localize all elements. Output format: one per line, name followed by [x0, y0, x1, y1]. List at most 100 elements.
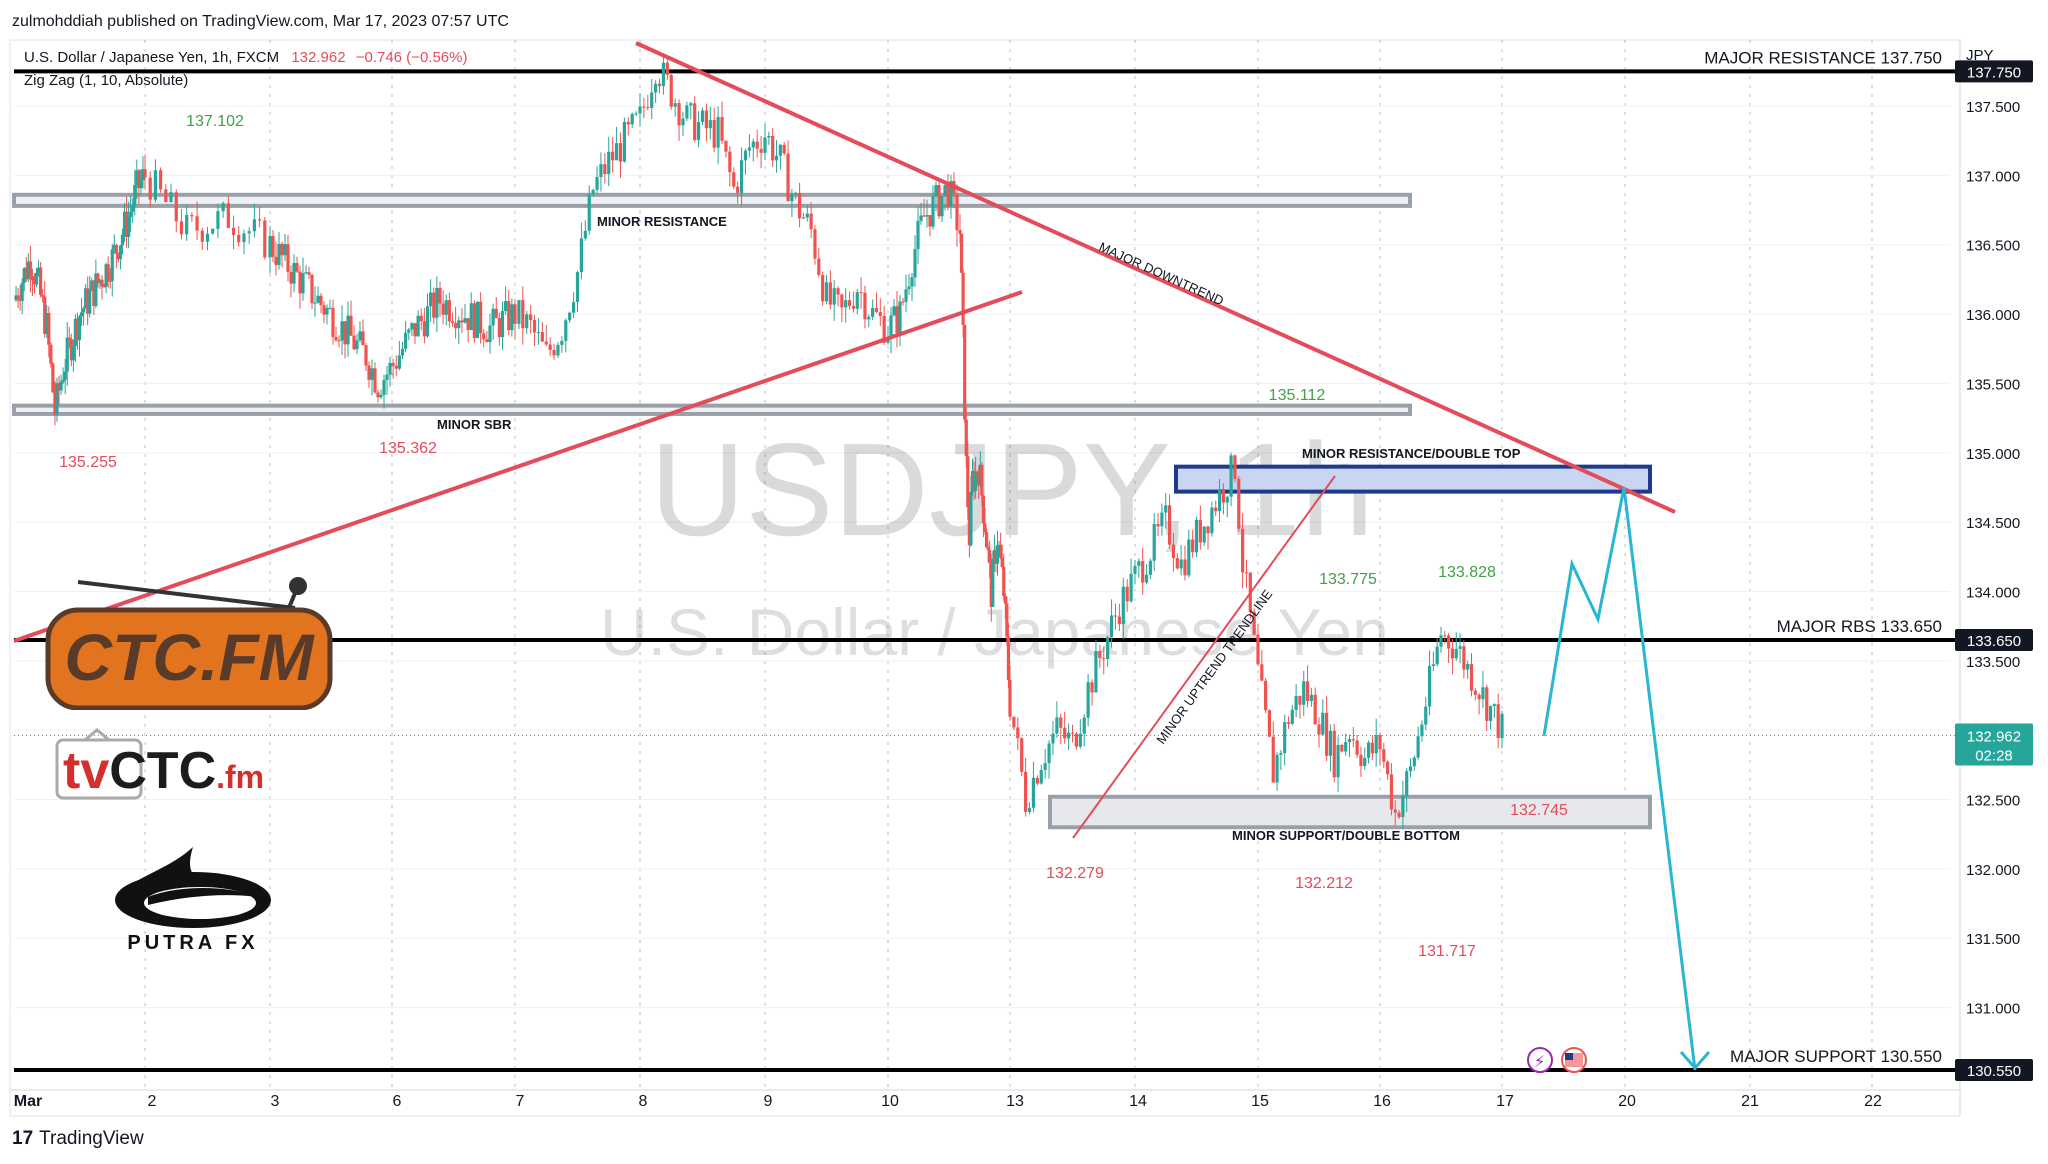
- time-tick: 3: [271, 1093, 280, 1110]
- candle-body: [26, 261, 30, 280]
- candle-body: [720, 117, 724, 141]
- candle-body: [65, 337, 69, 372]
- zone-1[interactable]: [12, 403, 1412, 416]
- candle-body: [901, 301, 905, 303]
- candle-body: [1351, 739, 1355, 741]
- time-tick: 21: [1741, 1093, 1759, 1110]
- candle-body: [817, 258, 821, 275]
- candle-body: [1094, 650, 1098, 693]
- candle-body: [364, 345, 368, 366]
- candle-body: [69, 339, 73, 361]
- projection-path[interactable]: [1542, 487, 1697, 1071]
- zone-0[interactable]: [12, 192, 1412, 208]
- time-tick: Mar: [14, 1093, 42, 1110]
- candle-body: [1202, 526, 1206, 543]
- candle-body: [910, 277, 914, 287]
- candle-body: [376, 392, 380, 398]
- time-tick: 16: [1373, 1093, 1391, 1110]
- candle-body: [367, 365, 371, 380]
- putra-fx-logo: PUTRA FX: [115, 847, 271, 954]
- candle-body: [373, 368, 377, 393]
- candle-body: [790, 193, 794, 202]
- candle-body: [81, 308, 86, 313]
- candle-body: [283, 244, 287, 256]
- candle-body: [185, 215, 189, 235]
- candle-body: [805, 213, 809, 218]
- candle-body: [1447, 635, 1451, 649]
- candle-body: [1328, 730, 1333, 756]
- price-tick: 137.500: [1966, 99, 2020, 116]
- candle-body: [400, 348, 405, 356]
- candle-body: [564, 320, 568, 341]
- zone-2[interactable]: [1174, 464, 1652, 494]
- time-axis: Mar 2 3 6 7 8 9 10 13 14 15 16 17 20 21 22: [14, 1093, 1882, 1110]
- tvctc-logo: tvCTC.fm: [55, 728, 264, 800]
- candle-body: [164, 189, 168, 203]
- minor-uptrend-line[interactable]: [1072, 475, 1336, 839]
- lightning-event-icon[interactable]: [1527, 1047, 1553, 1073]
- candle-body: [1332, 730, 1336, 778]
- major-downtrend-line[interactable]: [635, 41, 1676, 514]
- candle-body: [1412, 757, 1416, 767]
- support-trendline[interactable]: [13, 290, 1023, 643]
- candle-body: [1006, 636, 1011, 680]
- candle-body: [1152, 524, 1156, 561]
- time-tick: 2: [148, 1093, 157, 1110]
- current-price-tag[interactable]: [1955, 723, 2033, 766]
- candle-body: [778, 144, 782, 156]
- candle-body: [634, 113, 638, 115]
- candle-body: [472, 303, 476, 338]
- candle-body: [1031, 777, 1036, 808]
- candle-body: [1294, 695, 1298, 710]
- candle-body: [247, 231, 251, 234]
- candle-body: [135, 170, 139, 186]
- zone-3[interactable]: [1048, 794, 1652, 830]
- candle-body: [1344, 742, 1348, 752]
- candle-body: [1302, 681, 1306, 705]
- candle-body: [548, 344, 552, 350]
- watermark-name: U.S. Dollar / Japanese Yen: [600, 595, 1389, 669]
- tvctc-frame: [55, 738, 143, 800]
- candle-body: [174, 192, 178, 222]
- candle-body: [603, 164, 607, 175]
- zigzag-label: 132.745: [1510, 802, 1568, 819]
- candle-body: [71, 345, 75, 361]
- candle-body: [1378, 735, 1382, 750]
- candle-body: [922, 215, 926, 217]
- candle-body: [286, 244, 290, 272]
- candle-body: [457, 320, 461, 329]
- candle-body: [379, 395, 383, 398]
- candle-body: [429, 292, 433, 307]
- candle-body: [560, 340, 564, 345]
- candle-body: [454, 323, 458, 329]
- candle-body: [1397, 812, 1401, 818]
- candle-body: [179, 221, 184, 235]
- current-price-value: 132.962: [1967, 728, 2021, 745]
- candle-body: [966, 456, 970, 508]
- candle-body: [521, 300, 525, 329]
- candle-body: [991, 558, 995, 607]
- candle-body: [759, 148, 763, 153]
- candle-body: [16, 295, 20, 300]
- candle-body: [1055, 717, 1059, 734]
- candle-body: [131, 206, 135, 212]
- candle-body: [844, 300, 848, 308]
- candle-body: [867, 316, 871, 320]
- candle-body: [955, 194, 959, 231]
- candle-body: [211, 228, 215, 234]
- candle-body: [882, 316, 886, 343]
- tvctc-text: tvCTC.fm: [63, 742, 264, 800]
- symbol-title[interactable]: U.S. Dollar / Japanese Yen, 1h, FXCM 132…: [24, 49, 467, 66]
- candle-body: [946, 185, 950, 207]
- candle-body: [622, 121, 626, 162]
- indicator-legend[interactable]: Zig Zag (1, 10, Absolute): [24, 72, 188, 89]
- candle-body: [385, 374, 389, 380]
- tradingview-footer[interactable]: 17 TradingView: [12, 1128, 144, 1150]
- candle-body: [252, 219, 256, 232]
- candle-body: [1129, 573, 1133, 602]
- candle-body: [120, 234, 125, 246]
- candle-body: [1035, 777, 1039, 784]
- candle-body: [466, 318, 470, 331]
- candle-body: [274, 256, 278, 265]
